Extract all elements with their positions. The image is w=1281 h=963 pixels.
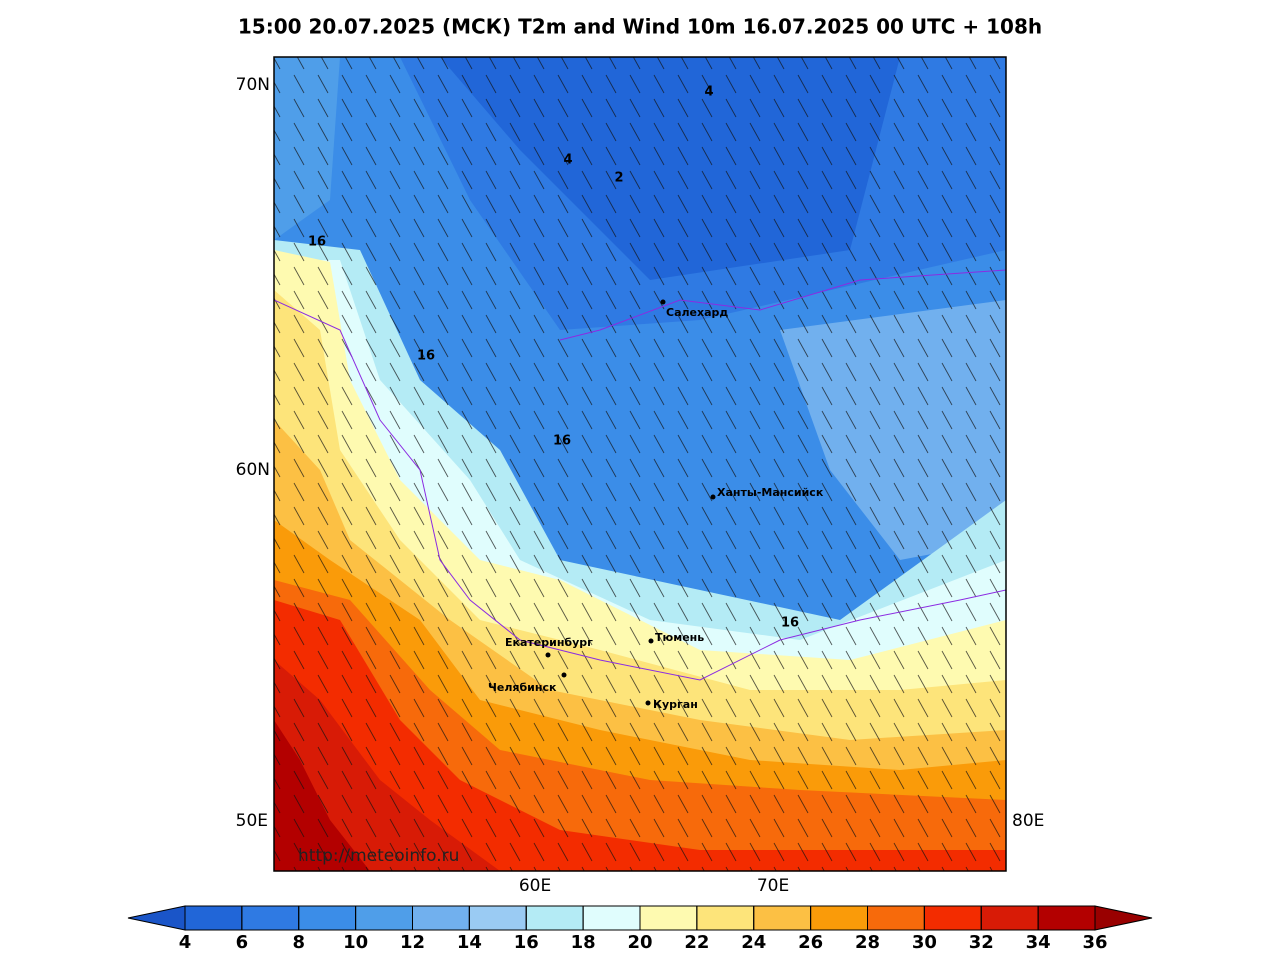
contour-label: 16 (781, 616, 799, 631)
colorbar-tick-label: 8 (292, 932, 305, 953)
colorbar-segment (1037, 905, 1096, 931)
colorbar-tick-label: 12 (400, 932, 425, 953)
colorbar-tick-label: 30 (912, 932, 937, 953)
colorbar-segment (810, 905, 868, 931)
colorbar-segment (355, 905, 413, 931)
colorbar-segment (753, 905, 812, 931)
colorbar-tick-label: 4 (179, 932, 192, 953)
colorbar-over (1094, 905, 1153, 931)
city-label: Екатеринбург (505, 636, 593, 649)
colorbar-segment (980, 905, 1039, 931)
colorbar-tick-label: 20 (627, 932, 652, 953)
colorbar-segment (639, 905, 698, 931)
colorbar-tick-label: 16 (514, 932, 539, 953)
contour-label: 16 (417, 349, 435, 364)
map (274, 57, 1006, 871)
lon-label: 80E (1012, 811, 1044, 831)
colorbar-tick-label: 32 (969, 932, 994, 953)
colorbar-segment (468, 905, 527, 931)
colorbar-tick-label: 18 (571, 932, 596, 953)
colorbar-tick-label: 22 (684, 932, 709, 953)
colorbar-segment (298, 905, 357, 931)
lon-label: 50E (236, 811, 268, 831)
contour-label: 2 (614, 171, 623, 186)
city-label: Челябинск (488, 681, 557, 694)
contour-label: 4 (704, 85, 713, 100)
city-label: Ханты-Мансийск (717, 486, 824, 499)
colorbar-tick-label: 6 (236, 932, 249, 953)
colorbar-segment (412, 905, 470, 931)
lon-label: 60E (519, 876, 551, 896)
contour-label: 4 (563, 153, 572, 168)
colorbar-tick-label: 10 (343, 932, 368, 953)
lat-label: 70N (236, 75, 270, 95)
city-label: Тюмень (655, 631, 704, 644)
map-frame (273, 56, 1007, 872)
colorbar-segment (582, 905, 641, 931)
colorbar-segment (184, 905, 243, 931)
colorbar-segment (867, 905, 925, 931)
lat-label: 60N (236, 460, 270, 480)
cities: Салехард Ханты-Мансийск Екатеринбург Тюм… (488, 299, 824, 711)
city-label: Салехард (666, 306, 728, 319)
colorbar-tick-label: 28 (855, 932, 880, 953)
colorbar-segment (923, 905, 982, 931)
lon-label: 70E (757, 876, 789, 896)
city-label: Курган (653, 698, 698, 711)
colorbar-tick-label: 36 (1082, 932, 1107, 953)
title: 15:00 20.07.2025 (МСК) T2m and Wind 10m … (238, 15, 1042, 39)
colorbar-segment (241, 905, 300, 931)
colorbar-tick-label: 34 (1026, 932, 1051, 953)
colorbar-segment (696, 905, 755, 931)
colorbar-under (127, 905, 186, 931)
colorbar-tick-label: 26 (798, 932, 823, 953)
colorbar: 4 6 8 10 12 14 16 18 20 22 24 26 28 30 32 34 36 (127, 905, 1153, 953)
url: http://meteoinfo.ru (298, 846, 459, 866)
colorbar-segment (525, 905, 584, 931)
colorbar-tick-label: 24 (741, 932, 766, 953)
contour-label: 16 (308, 235, 326, 250)
colorbar-tick-label: 14 (457, 932, 482, 953)
contour-labels: 4 4 2 16 16 16 16 (308, 85, 799, 631)
contour-label: 16 (553, 434, 571, 449)
